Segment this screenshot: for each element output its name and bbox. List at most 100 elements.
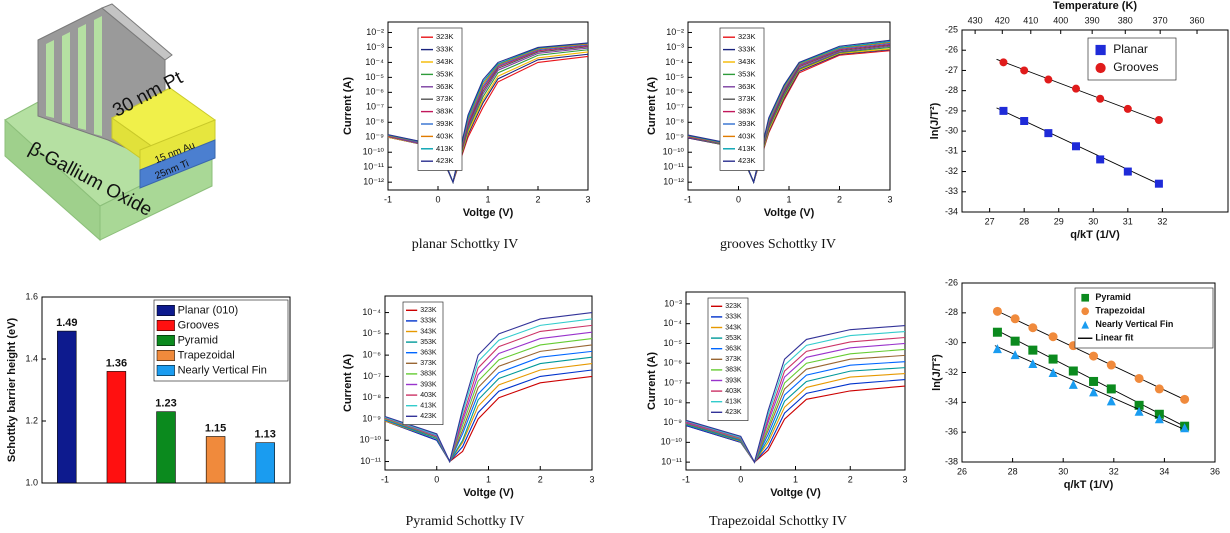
caption: Trapezoidal Schottky IV (709, 514, 847, 529)
iv-curve (687, 41, 891, 184)
y-tick-label: 10⁻⁶ (366, 87, 385, 97)
y-tick-label: 10⁻¹¹ (661, 457, 682, 467)
point (992, 344, 1002, 354)
legend-label: 343K (725, 324, 742, 331)
iv-curve (687, 39, 891, 184)
plot-frame (387, 21, 589, 191)
legend-label: 343K (436, 57, 454, 66)
y-tick-label: 10⁻¹⁰ (663, 147, 685, 157)
point (1020, 66, 1029, 75)
legend-label: 373K (436, 94, 454, 103)
y-tick-label: -27 (945, 65, 958, 75)
legend-swatch (156, 365, 175, 376)
x2-axis-label: Temperature (K) (1053, 0, 1137, 12)
chart-line: 10⁻² 10⁻³ 10⁻⁴ 10⁻⁵ 10⁻⁶ 10⁻⁷ 10⁻⁸ 10⁻⁹ 10⁻¹⁰ 10⁻… (342, 21, 591, 252)
chart-bar: 1.0 1.2 1.4 1.6 Schottky barrier height (eV)… (6, 291, 291, 487)
point (1089, 387, 1099, 397)
legend-swatch (156, 320, 175, 331)
legend-label: 393K (725, 377, 742, 384)
x-tick-label: 34 (1159, 466, 1169, 476)
legend-label: 413K (436, 144, 454, 153)
bar (106, 371, 127, 484)
iv-curve (687, 43, 891, 184)
point (1180, 423, 1190, 433)
legend-label: 333K (738, 45, 756, 54)
y-tick-label: 10⁻⁸ (665, 117, 684, 127)
x-axis-label: Voltge (V) (764, 207, 815, 219)
y-tick-label: 10⁻² (666, 27, 684, 37)
point (1028, 323, 1038, 333)
legend-label: Planar (1113, 42, 1148, 56)
y-tick-label: 10⁻³ (366, 42, 384, 52)
y-tick-label: -26 (945, 45, 958, 55)
point (1106, 384, 1116, 394)
point (1106, 396, 1116, 406)
y-axis-label: Current (A) (646, 77, 658, 135)
legend-swatch (156, 305, 175, 316)
point (1154, 179, 1163, 188)
iv-curve (687, 42, 891, 184)
y-tick-label: 10⁻¹² (363, 177, 384, 187)
x-tick-label: 2 (848, 474, 853, 484)
point (992, 327, 1002, 337)
plot-frame (384, 295, 593, 471)
point (1020, 117, 1029, 125)
x-tick-label: 0 (738, 474, 743, 484)
x-tick-label: 28 (1019, 216, 1029, 226)
bar (156, 411, 176, 484)
iv-curve (687, 45, 891, 184)
y-axis-label: ln(J/T²) (931, 354, 943, 391)
plot-frame (687, 21, 891, 191)
point (999, 58, 1008, 67)
value-label: 1.13 (254, 429, 275, 441)
y-tick-label: 10⁻⁴ (663, 318, 682, 328)
legend-label: Pyramid (1095, 292, 1131, 302)
x-tick-label: 26 (957, 466, 967, 476)
point (1089, 351, 1099, 361)
fin-gap (94, 16, 102, 136)
legend-label: 373K (725, 356, 742, 363)
point (1134, 400, 1144, 410)
plot-frame (685, 291, 906, 471)
y-tick-label: 10⁻⁹ (362, 413, 381, 423)
point (1072, 84, 1080, 93)
point (1072, 142, 1080, 151)
y-tick-label: 10⁻⁴ (365, 57, 384, 67)
x-tick-label: 1 (485, 194, 490, 204)
legend-label: 343K (738, 57, 756, 66)
legend-label: 333K (725, 314, 742, 321)
point (1028, 345, 1038, 355)
iv-curve (685, 325, 906, 464)
legend-swatch (1095, 62, 1106, 74)
y-axis-label: Current (A) (342, 354, 354, 412)
y-tick-label: 10⁻⁵ (363, 328, 382, 338)
legend-label: 393K (436, 119, 454, 128)
x-tick-label: -1 (682, 474, 690, 484)
x-tick-label: 1 (486, 474, 491, 484)
legend: Planar (010) Grooves Pyramid Trapezoidal Nea… (153, 299, 289, 382)
plot-frame (961, 282, 1216, 463)
bar (255, 442, 275, 484)
x-axis-label: q/kT (1/V) (1064, 479, 1114, 491)
point (1134, 373, 1144, 383)
chart-line: 10⁻⁴ 10⁻⁵ 10⁻⁶ 10⁻⁷ 10⁻⁸ 10⁻⁹ 10⁻¹⁰ 10⁻¹¹-1 0 1 2 3… (342, 295, 595, 529)
legend-label: 323K (436, 32, 454, 41)
iv-curve (687, 48, 891, 184)
fin-gap (62, 32, 70, 124)
y-tick-label: 10⁻⁸ (663, 397, 682, 407)
point (1154, 384, 1164, 394)
legend-label: 423K (436, 156, 454, 165)
iv-curve (384, 356, 593, 463)
legend-label: Grooves (178, 319, 220, 331)
y-tick-label: 10⁻⁹ (365, 132, 384, 142)
x-tick-label: -1 (684, 194, 692, 204)
legend-label: Grooves (1113, 60, 1158, 74)
legend: 323K 333K 343K 353K 363K 373K 383K 393K 403K 413K… (707, 297, 749, 421)
x-tick-label: -1 (384, 194, 392, 204)
legend-label: 323K (420, 307, 437, 314)
legend-label: 423K (420, 413, 437, 420)
x-tick-label: 3 (585, 194, 590, 204)
x-tick-label: 32 (1109, 466, 1119, 476)
x-tick-label: 1 (786, 194, 791, 204)
legend-label: Linear fit (1095, 333, 1133, 343)
